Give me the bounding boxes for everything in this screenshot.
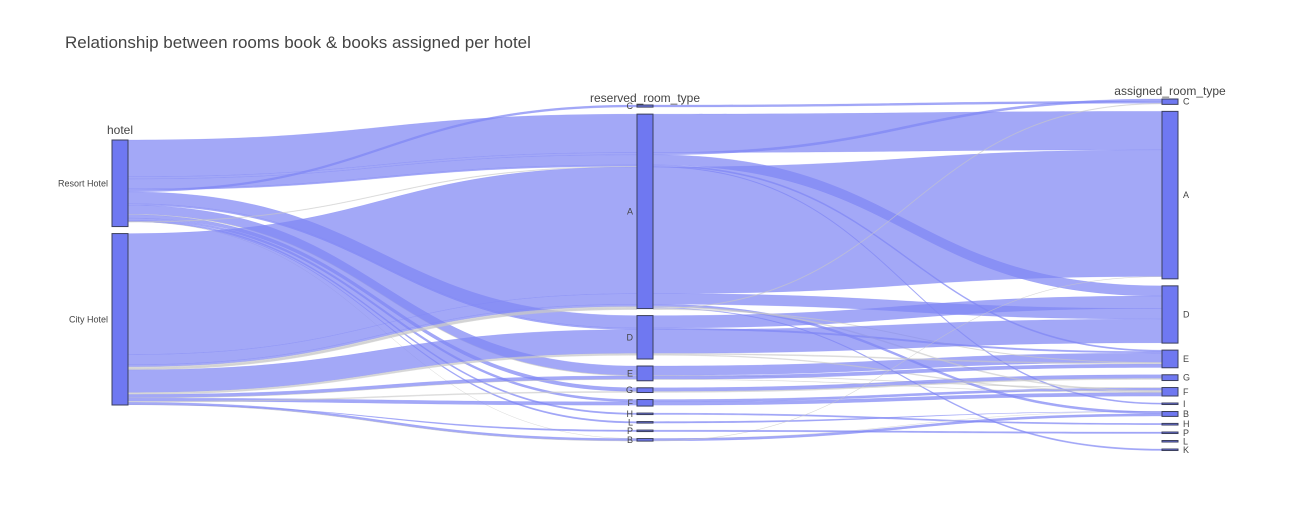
category-bar-assigned-room-type-g[interactable] xyxy=(1161,374,1179,382)
category-label-assigned-room-type-h: H xyxy=(1183,419,1190,429)
category-bar-hotel-city-hotel[interactable] xyxy=(111,233,129,406)
category-bar-assigned-room-type-e[interactable] xyxy=(1161,349,1179,369)
chart-title: Relationship between rooms book & books … xyxy=(65,33,531,52)
category-bar-assigned-room-type-h[interactable] xyxy=(1161,422,1179,426)
category-bar-reserved-room-type-d[interactable] xyxy=(636,315,654,360)
category-label-reserved-room-type-g: G xyxy=(626,385,633,395)
ribbon-segment xyxy=(652,149,1163,294)
category-label-assigned-room-type-f: F xyxy=(1183,387,1189,397)
category-label-reserved-room-type-a: A xyxy=(627,206,633,216)
category-label-reserved-room-type-h: H xyxy=(627,409,634,419)
category-label-reserved-room-type-p: P xyxy=(627,426,633,436)
ribbon-segment xyxy=(127,308,638,371)
category-bar-reserved-room-type-c[interactable] xyxy=(636,104,654,108)
ribbon-segment xyxy=(652,413,1163,442)
ribbon-segment xyxy=(652,101,1163,108)
ribbon-segment xyxy=(127,404,638,432)
category-label-reserved-room-type-f: F xyxy=(628,398,634,408)
bars-layer xyxy=(111,98,1179,452)
category-label-assigned-room-type-k: K xyxy=(1183,445,1189,455)
ribbon-segment xyxy=(127,402,638,442)
category-bar-assigned-room-type-i[interactable] xyxy=(1161,402,1179,406)
category-bar-assigned-room-type-k[interactable] xyxy=(1161,448,1179,452)
category-label-reserved-room-type-b: B xyxy=(627,435,633,445)
category-label-assigned-room-type-p: P xyxy=(1183,428,1189,438)
category-bar-assigned-room-type-c[interactable] xyxy=(1161,98,1179,105)
category-label-reserved-room-type-d: D xyxy=(627,332,634,342)
category-label-reserved-room-type-l: L xyxy=(628,417,633,427)
dimension-label-assigned-room-type: assigned_room_type xyxy=(1114,84,1226,98)
category-bar-assigned-room-type-a[interactable] xyxy=(1161,110,1179,280)
category-bar-assigned-room-type-b[interactable] xyxy=(1161,411,1179,417)
category-label-reserved-room-type-c: C xyxy=(627,101,634,111)
category-bar-assigned-room-type-p[interactable] xyxy=(1161,431,1179,435)
category-bar-reserved-room-type-g[interactable] xyxy=(636,387,654,394)
category-bar-assigned-room-type-f[interactable] xyxy=(1161,387,1179,397)
ribbon-segment xyxy=(652,429,1163,434)
category-bar-assigned-room-type-d[interactable] xyxy=(1161,285,1179,344)
category-label-assigned-room-type-d: D xyxy=(1183,309,1190,319)
category-label-assigned-room-type-i: I xyxy=(1183,399,1186,409)
category-bar-reserved-room-type-l[interactable] xyxy=(636,421,654,424)
category-label-assigned-room-type-c: C xyxy=(1183,97,1190,107)
category-bar-assigned-room-type-l[interactable] xyxy=(1161,440,1179,443)
category-bar-hotel-resort-hotel[interactable] xyxy=(111,139,129,228)
category-label-assigned-room-type-a: A xyxy=(1183,190,1189,200)
category-label-hotel-resort-hotel: Resort Hotel xyxy=(58,178,108,188)
category-label-reserved-room-type-e: E xyxy=(627,368,633,378)
category-label-assigned-room-type-l: L xyxy=(1183,436,1188,446)
category-bar-reserved-room-type-a[interactable] xyxy=(636,113,654,310)
category-label-hotel-city-hotel: City Hotel xyxy=(69,314,108,324)
category-bar-reserved-room-type-e[interactable] xyxy=(636,365,654,382)
dimension-label-reserved-room-type: reserved_room_type xyxy=(590,91,700,105)
category-bar-reserved-room-type-h[interactable] xyxy=(636,412,654,416)
ribbons-layer xyxy=(127,98,1163,451)
category-label-assigned-room-type-b: B xyxy=(1183,409,1189,419)
category-label-assigned-room-type-e: E xyxy=(1183,354,1189,364)
category-bar-reserved-room-type-p[interactable] xyxy=(636,429,654,433)
dimension-label-hotel: hotel xyxy=(107,123,133,137)
category-label-assigned-room-type-g: G xyxy=(1183,373,1190,383)
category-bar-reserved-room-type-b[interactable] xyxy=(636,438,654,442)
labels-layer: hotel Resort Hotel City Hotel reserved_room… xyxy=(58,84,1226,455)
category-bar-reserved-room-type-f[interactable] xyxy=(636,399,654,407)
ribbon-segment xyxy=(652,111,1163,153)
ribbon-segment xyxy=(127,404,638,442)
